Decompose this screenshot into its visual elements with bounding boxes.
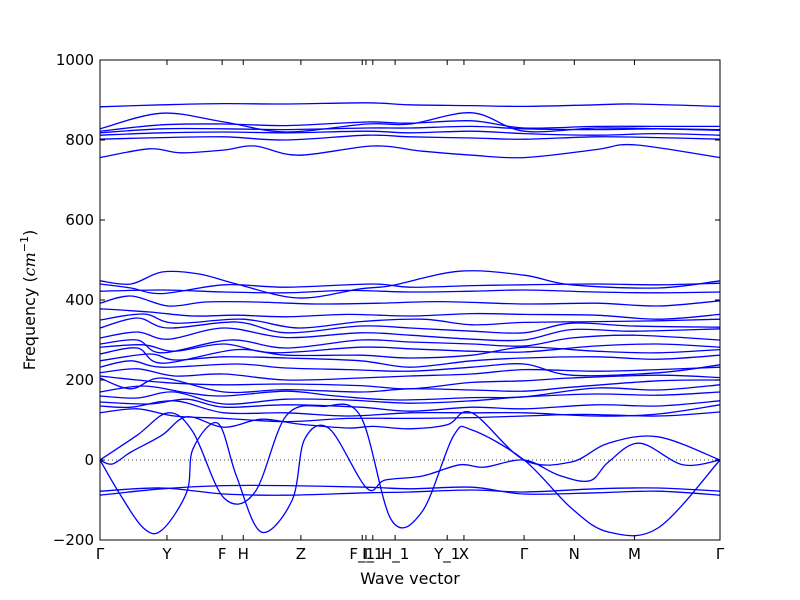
series-layer	[99, 102, 721, 537]
band-series-11	[99, 295, 721, 307]
x-tick-label: Y	[161, 545, 172, 563]
band-series-16	[99, 334, 721, 354]
band-series-14	[99, 317, 721, 334]
y-axis-title-suffix: )	[20, 230, 39, 236]
band-series-13	[99, 313, 721, 329]
x-tick-label: I	[364, 545, 368, 563]
band-series-27	[99, 400, 721, 417]
x-tick-label: Γ	[520, 545, 529, 563]
y-axis-title-prefix: Frequency (	[20, 276, 39, 370]
band-series-1	[99, 102, 721, 108]
band-series-32	[99, 487, 721, 496]
band-series-3	[99, 120, 720, 132]
band-series-12	[99, 308, 721, 320]
band-series-19	[99, 353, 721, 368]
band-series-7	[99, 143, 721, 159]
y-axis-title: Frequency (cm−1)	[18, 230, 39, 371]
band-series-10	[99, 289, 721, 294]
band-series-21	[99, 366, 721, 381]
band-series-28	[99, 408, 721, 423]
y-tick-label: 600	[65, 211, 94, 229]
band-series-33	[99, 484, 721, 496]
y-tick-label: 0	[84, 451, 94, 469]
x-tick-label: Y_1	[433, 545, 460, 564]
y-axis-title-exponent: −1	[18, 236, 31, 252]
y-tick-label: 200	[65, 371, 94, 389]
band-series-25	[99, 391, 721, 405]
x-tick-label: M	[628, 545, 641, 563]
band-series-26	[99, 398, 721, 412]
band-series-30	[99, 403, 721, 537]
y-tick-label: −200	[53, 531, 94, 549]
band-series-29	[99, 410, 721, 466]
y-axis-ticks: −200 0 200 400 600 800 1000	[53, 51, 720, 549]
x-tick-label: Z	[296, 545, 306, 563]
x-tick-label: Γ	[96, 545, 105, 563]
band-series-4	[99, 125, 721, 134]
y-tick-label: 800	[65, 131, 94, 149]
band-series-20	[99, 360, 721, 377]
y-tick-label: 400	[65, 291, 94, 309]
x-axis-title: Wave vector	[360, 569, 460, 588]
y-tick-label: 1000	[56, 51, 94, 69]
band-series-23	[99, 377, 721, 394]
band-series-31	[99, 421, 721, 535]
x-tick-label: H_1	[381, 545, 409, 564]
x-axis-ticks: Γ Y F H Z F_1II_1H_1 Y_1X Γ N M Γ	[96, 60, 725, 564]
x-tick-label: H	[238, 545, 249, 563]
band-series-24	[99, 384, 721, 401]
x-tick-label: Γ	[716, 545, 725, 563]
x-tick-label: I_1	[362, 545, 383, 564]
band-series-2	[99, 112, 721, 133]
x-tick-label: F	[218, 545, 227, 563]
band-series-5	[99, 130, 721, 136]
band-series-22	[99, 374, 721, 390]
band-series-8	[99, 270, 721, 299]
y-axis-title-unit: cm	[20, 252, 39, 276]
band-series-6	[99, 134, 721, 141]
band-series-18	[99, 346, 721, 364]
band-series-9	[99, 282, 721, 295]
x-tick-label: N	[569, 545, 580, 563]
x-tick-label: X	[459, 545, 469, 563]
band-series-15	[99, 327, 721, 342]
x-tick-label: F_1	[349, 545, 375, 564]
band-series-17	[99, 343, 721, 354]
